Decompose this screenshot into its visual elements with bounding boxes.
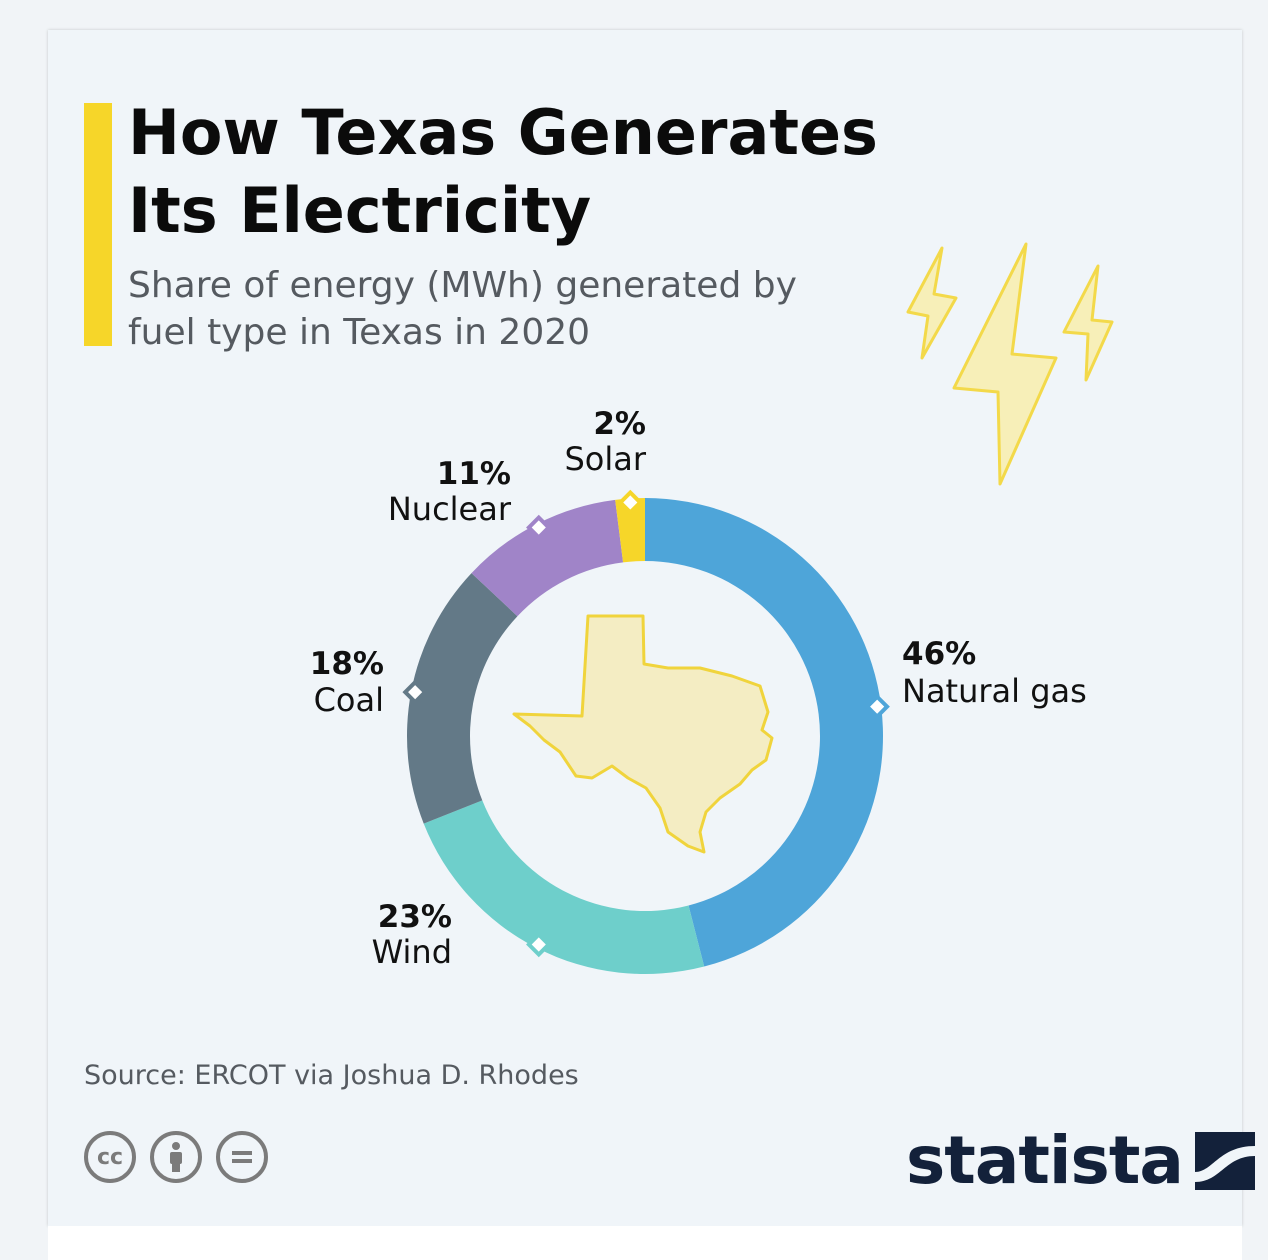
marker-wind — [526, 931, 552, 958]
slice-coal[interactable] — [406, 573, 518, 824]
chart-subtitle: Share of energy (MWh) generated by fuel … — [128, 265, 797, 353]
page-footer-area — [48, 1226, 1242, 1260]
chart-title: How Texas Generates Its Electricity — [128, 96, 878, 247]
slice-wind[interactable] — [423, 800, 705, 974]
slice-natural-gas[interactable] — [645, 498, 884, 967]
label-name-natural-gas: Natural gas — [902, 672, 1087, 710]
marker-natural-gas — [864, 693, 890, 720]
statista-logo[interactable]: statista — [906, 1122, 1255, 1199]
label-name-solar: Solar — [564, 440, 646, 478]
infographic-card — [48, 30, 1242, 1226]
slice-nuclear[interactable] — [471, 499, 624, 617]
label-name-nuclear: Nuclear — [388, 490, 512, 528]
label-value-solar: 2% — [593, 406, 646, 442]
donut-labels: 46%Natural gas 23%Wind 18%Coal 11%Nuclear 2%… — [310, 406, 1087, 971]
source-note: Source: ERCOT via Joshua D. Rhodes — [84, 1060, 579, 1091]
statista-mark-icon — [1194, 1131, 1255, 1190]
license-icons: cc — [84, 1131, 268, 1183]
label-name-wind: Wind — [372, 933, 452, 971]
label-value-natural-gas: 46% — [902, 636, 976, 672]
title-accent-bar — [84, 103, 112, 346]
marker-nuclear — [526, 514, 552, 541]
marker-solar — [617, 489, 644, 516]
brand-name: statista — [906, 1122, 1184, 1199]
slice-solar[interactable] — [615, 498, 645, 563]
cc-icon[interactable]: cc — [84, 1131, 136, 1183]
label-value-nuclear: 11% — [437, 456, 511, 492]
donut-chart — [406, 498, 884, 974]
texas-map-icon — [512, 614, 774, 854]
person-icon[interactable] — [150, 1131, 202, 1183]
equal-icon[interactable] — [216, 1131, 268, 1183]
label-value-coal: 18% — [310, 646, 384, 682]
lightning-icon — [906, 242, 1114, 486]
label-name-coal: Coal — [314, 681, 384, 719]
label-value-wind: 23% — [378, 899, 452, 935]
marker-coal — [402, 679, 428, 705]
